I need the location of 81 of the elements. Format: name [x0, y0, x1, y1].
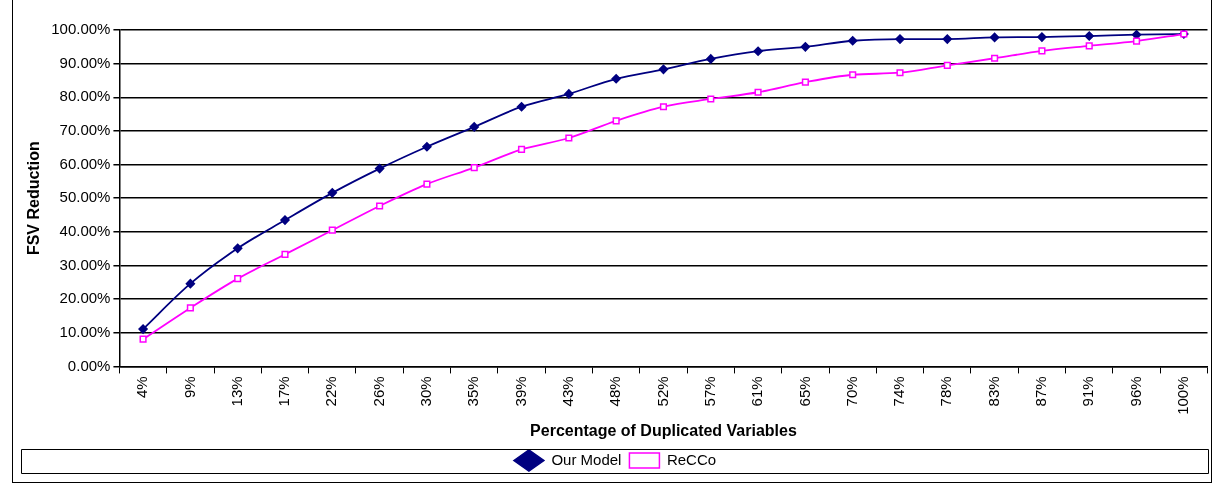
x-tick-label: 57%	[700, 376, 718, 407]
point	[989, 32, 1000, 43]
point	[516, 101, 527, 112]
y-tick-label: 50.00%	[59, 188, 111, 206]
x-tick-label: 22%	[322, 376, 340, 407]
point	[849, 71, 857, 79]
point	[895, 34, 905, 44]
point	[232, 243, 243, 254]
x-tick-label: 30%	[417, 376, 435, 407]
y-tick-label: 20.00%	[59, 289, 111, 307]
x-tick-label: 48%	[606, 376, 624, 407]
y-tick-label: 40.00%	[59, 222, 111, 239]
point	[707, 95, 715, 103]
point	[565, 134, 573, 142]
y-tick-label: 30.00%	[59, 255, 111, 273]
point	[376, 202, 384, 210]
x-tick-label: 61%	[748, 376, 766, 407]
point	[896, 69, 904, 77]
x-tick-label: 4%	[133, 376, 151, 399]
y-tick-label: 0.00%	[67, 356, 111, 374]
legend-label: ReCCo	[666, 450, 717, 468]
point	[943, 61, 951, 69]
y-tick-label: 70.00%	[59, 121, 111, 139]
point	[753, 46, 763, 56]
x-tick-label: 13%	[227, 376, 245, 407]
x-tick-label: 39%	[511, 376, 529, 407]
y-tick-label: 100.00%	[51, 20, 111, 38]
x-axis-title: Percentage of Duplicated Variables	[530, 421, 797, 439]
x-tick-label: 65%	[795, 376, 813, 407]
point	[801, 78, 809, 86]
x-tick-label: 70%	[842, 376, 860, 407]
point	[1037, 32, 1047, 42]
point	[1132, 37, 1141, 45]
point	[328, 226, 336, 234]
point	[138, 324, 148, 334]
y-axis-title: FSV Reduction	[25, 141, 43, 256]
point	[942, 34, 953, 44]
point	[612, 117, 620, 125]
point	[374, 163, 385, 174]
point	[706, 54, 716, 64]
point	[659, 103, 668, 111]
point	[280, 215, 290, 225]
point	[658, 64, 669, 75]
point	[281, 250, 289, 258]
x-tick-label: 26%	[369, 376, 387, 407]
point	[1038, 47, 1046, 55]
point	[611, 74, 621, 84]
point	[800, 42, 811, 52]
point	[186, 304, 194, 312]
x-tick-label: 96%	[1126, 376, 1144, 407]
x-tick-label: 9%	[180, 376, 198, 399]
legend-label: Our Model	[551, 450, 622, 468]
x-tick-label: 35%	[464, 376, 482, 407]
y-tick-label: 80.00%	[59, 87, 111, 105]
point	[234, 275, 242, 283]
x-tick-label: 91%	[1079, 376, 1097, 407]
x-tick-label: 87%	[1032, 376, 1050, 407]
x-tick-label: 17%	[275, 376, 293, 407]
point	[847, 36, 858, 46]
point	[469, 122, 479, 132]
point	[1085, 42, 1093, 50]
x-tick-label: 83%	[984, 376, 1002, 407]
point	[517, 145, 526, 154]
point	[564, 89, 574, 99]
point	[1084, 31, 1094, 41]
y-tick-label: 90.00%	[59, 53, 111, 71]
x-tick-label: 74%	[890, 376, 908, 407]
point	[327, 188, 338, 198]
point	[423, 180, 431, 188]
point	[185, 278, 196, 289]
point	[991, 54, 999, 62]
point	[422, 141, 432, 152]
point	[754, 88, 762, 96]
y-tick-label: 10.00%	[59, 322, 111, 340]
point	[470, 164, 478, 172]
x-tick-label: 52%	[653, 376, 671, 407]
x-tick-label: 78%	[937, 376, 955, 407]
y-tick-label: 60.00%	[59, 154, 111, 172]
x-tick-label: 100%	[1173, 376, 1191, 415]
x-tick-label: 43%	[558, 376, 576, 407]
point	[139, 335, 147, 343]
